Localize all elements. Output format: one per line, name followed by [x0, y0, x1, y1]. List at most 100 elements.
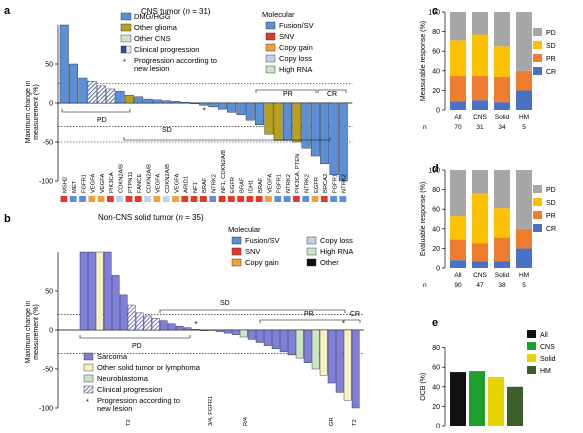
gene-label: MSH2	[63, 177, 69, 193]
waterfall-bar	[127, 304, 136, 331]
legend-label: Other glioma	[134, 23, 178, 32]
y-axis-title: OCB (%)	[420, 373, 427, 401]
legend-label: PD	[546, 187, 556, 194]
x-tick-label: CNS	[473, 272, 487, 279]
waterfall-bar	[207, 329, 216, 332]
y-tick-label: 40	[432, 226, 440, 233]
waterfall-bar	[119, 294, 128, 331]
legend-swatch	[120, 34, 132, 43]
waterfall-bar	[135, 312, 144, 331]
n-value: 5	[522, 282, 526, 289]
molecular-cell	[339, 196, 347, 202]
legend-label: PR	[546, 56, 556, 63]
waterfall-bar	[217, 102, 227, 110]
gene-label: FANCE	[137, 174, 143, 193]
y-tick-label: 60	[432, 207, 440, 214]
molecular-cell	[144, 196, 151, 202]
legend-swatch	[265, 65, 276, 74]
gene-label: NTRK2	[342, 174, 348, 193]
molecular-cell	[181, 196, 189, 202]
legend-label: new lesion	[97, 404, 132, 413]
x-tick-label: Solid	[495, 114, 510, 121]
molecular-cell	[116, 196, 124, 202]
x-tick-label: All	[454, 114, 462, 121]
x-tick-label: HM	[519, 272, 529, 279]
waterfall-bar	[301, 102, 311, 149]
gene-label: EGFR	[230, 177, 236, 193]
molecular-cell	[227, 196, 235, 202]
n-value: 38	[498, 282, 506, 289]
waterfall-bar	[215, 329, 224, 332]
legend-swatch	[83, 385, 94, 394]
waterfall-bar	[143, 315, 152, 331]
gene-label: PIK3CA, PTEN	[295, 154, 301, 193]
gene-label: T2	[126, 419, 132, 426]
x-tick-label: HM	[519, 114, 529, 121]
legend-label: Other	[320, 258, 339, 267]
stack-segment	[450, 170, 466, 217]
panel-a-letter: a	[4, 5, 11, 17]
y-tick-label: 100	[428, 168, 440, 175]
panel-b-legend: Sarcoma Other solid tumor or lymphoma Neur…	[83, 225, 353, 413]
legend-label: Copy gain	[245, 258, 279, 267]
panel-d-letter: d	[432, 163, 439, 175]
legend-label: HM	[540, 368, 551, 375]
legend-label: Solid	[540, 356, 556, 363]
panel-c-letter: c	[432, 5, 438, 17]
stack-segment	[450, 101, 466, 110]
stack-segment	[450, 216, 466, 240]
legend-swatch	[120, 12, 132, 21]
waterfall-bar	[273, 102, 283, 141]
waterfall-bar	[279, 329, 288, 353]
legend-swatch	[120, 23, 132, 32]
waterfall-bar	[283, 102, 292, 141]
gene-label: VEGFA	[267, 174, 273, 193]
y-tick-label: 50	[45, 289, 53, 296]
molecular-cell	[209, 196, 217, 202]
n-value: 47	[476, 282, 484, 289]
y-axis-title: Evaluable response (%)	[420, 182, 427, 256]
ocb-bar	[507, 386, 523, 426]
gene-label: 3/4, FGFR1	[208, 396, 214, 426]
legend-swatch	[527, 342, 536, 350]
gene-label: GR	[329, 417, 335, 426]
waterfall-bar	[231, 329, 240, 335]
gene-label: VEGFA	[91, 174, 97, 193]
waterfall-bar	[78, 77, 88, 104]
molecular-cell	[88, 196, 96, 202]
y-tick-label: -50	[43, 140, 53, 147]
waterfall-bar	[208, 102, 218, 108]
panel-b-group-sd: SD	[220, 300, 230, 307]
y-tick-label: 50	[45, 62, 53, 69]
waterfall-bar	[329, 102, 339, 175]
gene-label: BRAF	[258, 177, 264, 193]
stack-segment	[494, 261, 510, 268]
waterfall-bar	[69, 63, 79, 104]
gene-label: EGFR	[314, 177, 320, 193]
y-tick-label: 80	[432, 187, 440, 194]
n-value: 70	[454, 124, 462, 131]
legend-label: CR	[546, 69, 556, 76]
n-value: 34	[498, 124, 506, 131]
stack-segment	[472, 193, 488, 244]
legend-swatch	[83, 363, 94, 372]
y-tick-label: 80	[432, 345, 440, 352]
stack-segment	[472, 12, 488, 35]
legend-swatch	[306, 258, 317, 267]
waterfall-bar	[310, 102, 320, 157]
stack-segment	[450, 75, 466, 102]
molecular-cell	[246, 196, 254, 202]
waterfall-bar	[115, 91, 125, 104]
stack-segment	[516, 228, 532, 249]
gene-label: T2	[352, 419, 358, 426]
stack-segment	[472, 261, 488, 268]
stack-segment	[472, 170, 488, 194]
waterfall-bar	[180, 102, 190, 104]
group-bracket	[79, 335, 191, 339]
panel-a-group-cr: CR	[327, 91, 337, 98]
panel-b-bottom-gene-labels: T2 3/4, FGFR1 R/4 GR T2	[126, 396, 358, 426]
y-tick-label: 40	[432, 384, 440, 391]
